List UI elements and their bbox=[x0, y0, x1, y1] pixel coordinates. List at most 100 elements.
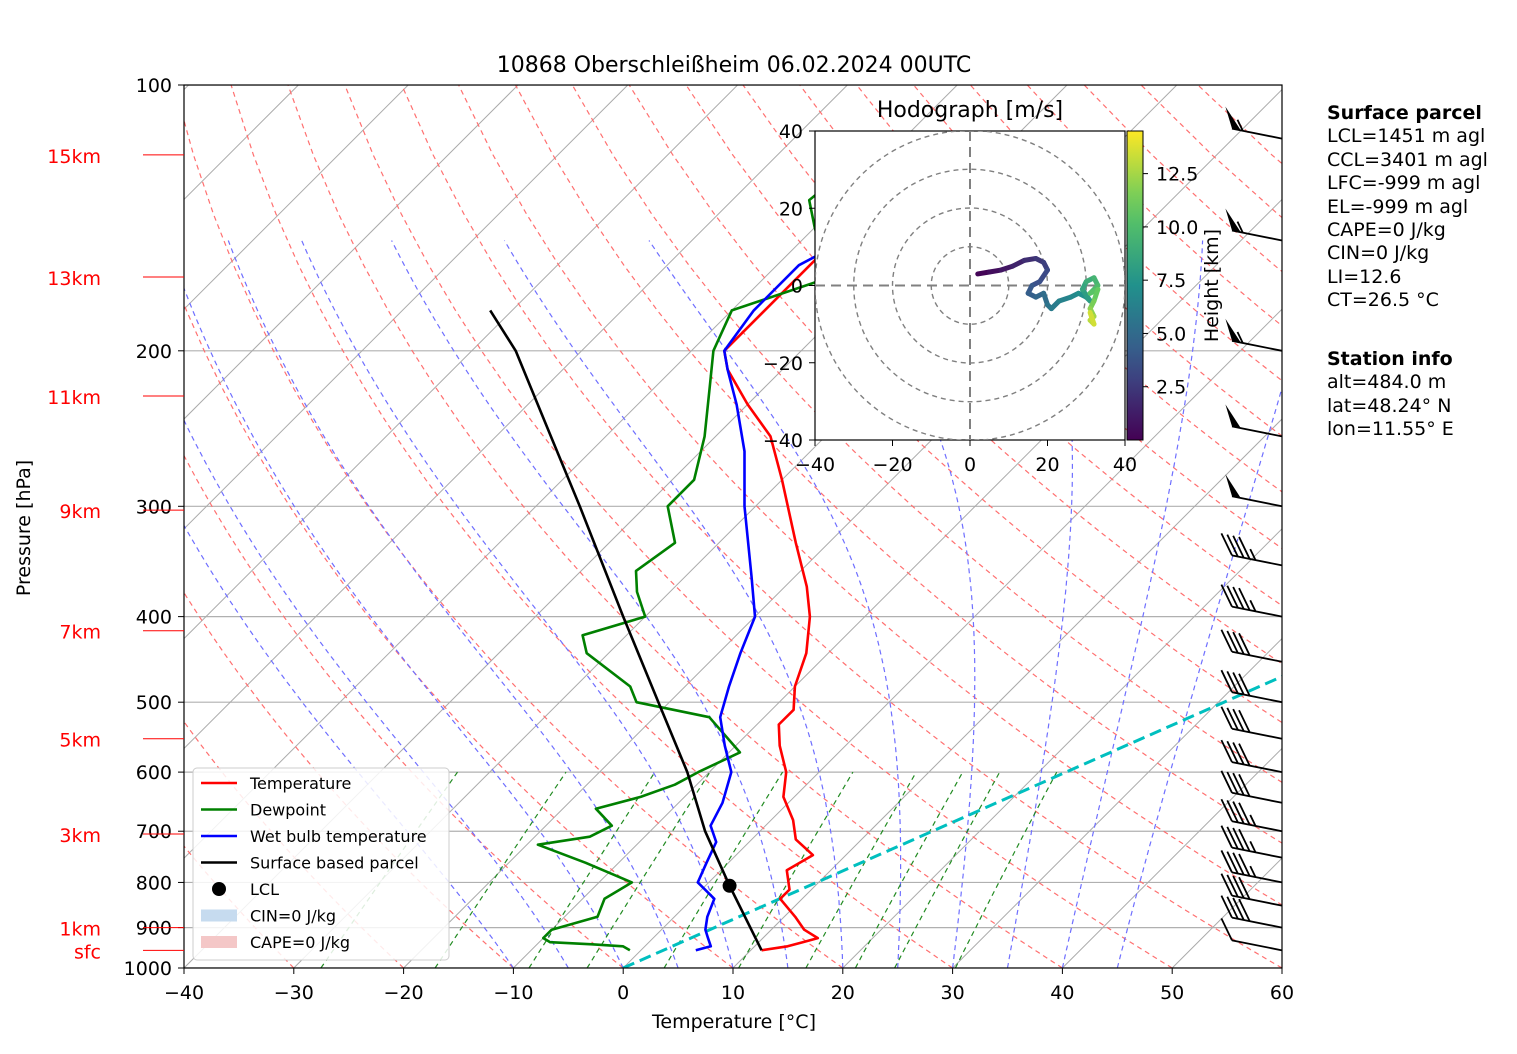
wind-barb-full bbox=[1238, 709, 1251, 733]
wind-barb-full bbox=[1238, 876, 1251, 900]
y-tick-label: 1000 bbox=[124, 958, 172, 980]
wind-barb-half bbox=[1249, 548, 1257, 561]
wind-barb-half bbox=[1236, 221, 1244, 234]
x-tick-label: 50 bbox=[1160, 982, 1184, 1004]
wind-barb-staff bbox=[1231, 727, 1283, 740]
station-lat: lat=48.24° N bbox=[1327, 394, 1452, 417]
wind-barb-half bbox=[1236, 331, 1244, 344]
hodo-y-tick-label: 0 bbox=[791, 276, 803, 298]
wind-barb-full bbox=[1232, 742, 1245, 765]
moist-adiabat-line bbox=[1006, 240, 1074, 968]
wind-barb-half bbox=[1236, 119, 1244, 132]
hodo-x-tick-label: 20 bbox=[1035, 454, 1059, 476]
height-label: 1km bbox=[59, 919, 101, 941]
legend-label: Temperature bbox=[249, 774, 351, 793]
wind-barb-staff bbox=[1231, 650, 1283, 663]
dry-adiabat-line bbox=[514, 85, 1282, 844]
wind-barb-staff bbox=[1231, 939, 1283, 952]
height-label: sfc bbox=[74, 941, 101, 963]
wind-barb-full bbox=[1220, 895, 1233, 918]
x-tick-label: 30 bbox=[941, 982, 965, 1004]
wind-barb bbox=[1220, 669, 1283, 704]
hodograph-plot: −40 −20 0 20 40 40 20 0 −20 −40 Hodograph [m/s] 2.5… bbox=[763, 98, 1223, 476]
colorbar-tick-label: 10.0 bbox=[1156, 217, 1198, 239]
wind-barb-staff bbox=[1231, 554, 1283, 567]
x-tick-label: 0 bbox=[617, 982, 629, 1004]
height-label: 9km bbox=[59, 501, 101, 523]
hodo-x-tick-label: −40 bbox=[795, 454, 835, 476]
surface-parcel-heading: Surface parcel bbox=[1327, 102, 1482, 124]
wind-barb-full bbox=[1220, 825, 1233, 849]
y-axis-label: Pressure [hPa] bbox=[13, 460, 35, 596]
wind-barb-full bbox=[1226, 800, 1239, 823]
mixing-ratio-line bbox=[528, 771, 656, 968]
wind-barb-full bbox=[1226, 826, 1239, 850]
y-tick-label: 400 bbox=[136, 607, 172, 629]
moist-adiabat-line bbox=[832, 240, 976, 968]
y-tick-label: 600 bbox=[136, 762, 172, 784]
wind-barb-full bbox=[1226, 670, 1239, 694]
wind-barb bbox=[1220, 825, 1283, 859]
wind-barb-full bbox=[1220, 533, 1233, 556]
series-surface-based-parcel bbox=[489, 309, 763, 951]
wind-barb-staff bbox=[1231, 761, 1283, 773]
wind-barb-full bbox=[1238, 853, 1251, 877]
wind-barb-staff bbox=[1231, 791, 1283, 804]
wind-barb-half bbox=[1249, 865, 1257, 878]
wind-barb-full bbox=[1220, 706, 1233, 730]
mixing-ratio-line bbox=[954, 771, 1058, 968]
moist-adiabat-line bbox=[648, 240, 902, 968]
wind-barb-full bbox=[1232, 897, 1245, 921]
wind-barb-full bbox=[1238, 632, 1251, 656]
wind-barb-full bbox=[1232, 535, 1245, 559]
dry-adiabat-line bbox=[344, 85, 1173, 968]
parcel-cape: CAPE=0 J/kg bbox=[1327, 219, 1446, 242]
ccl-line bbox=[622, 674, 1282, 968]
legend-label: CAPE=0 J/kg bbox=[250, 933, 350, 952]
wind-barb-full bbox=[1238, 536, 1251, 560]
wind-barb-full bbox=[1226, 851, 1239, 874]
wind-barb-full bbox=[1238, 673, 1251, 697]
isotherm-line bbox=[842, 528, 1282, 968]
wind-barb bbox=[1220, 739, 1283, 773]
isotherm-line bbox=[1062, 747, 1282, 968]
x-tick-label: 10 bbox=[721, 982, 745, 1004]
wind-barb bbox=[1225, 208, 1283, 242]
wind-barb-staff bbox=[1231, 846, 1283, 859]
x-axis-label: Temperature [°C] bbox=[651, 1011, 816, 1033]
wind-barb-full bbox=[1232, 772, 1245, 796]
dry-adiabat-line bbox=[184, 454, 624, 968]
hodo-x-tick-label: 40 bbox=[1113, 454, 1137, 476]
wind-barb-full bbox=[1238, 802, 1251, 826]
colorbar-label: Height [km] bbox=[1201, 229, 1223, 342]
height-label: 13km bbox=[47, 268, 101, 290]
moist-adiabat-line bbox=[391, 240, 789, 968]
wind-barb bbox=[1225, 474, 1283, 508]
parcel-ccl: CCL=3401 m agl bbox=[1327, 148, 1488, 171]
parcel-cin: CIN=0 J/kg bbox=[1327, 242, 1430, 265]
hodo-x-tick-label: 0 bbox=[964, 454, 976, 476]
wind-barb-staff bbox=[1231, 871, 1283, 884]
y-tick-label: 500 bbox=[136, 692, 172, 714]
wind-barb-full bbox=[1232, 801, 1245, 824]
moist-adiabat-line bbox=[1061, 240, 1204, 968]
colorbar-tick-label: 12.5 bbox=[1156, 164, 1198, 186]
y-tick-label: 800 bbox=[136, 872, 172, 894]
legend-label: Dewpoint bbox=[250, 801, 326, 820]
legend-swatch bbox=[201, 909, 237, 922]
wind-barb-full bbox=[1226, 771, 1239, 795]
wind-barb-full bbox=[1238, 773, 1251, 797]
isotherm-line bbox=[184, 85, 738, 640]
wind-barb-full bbox=[1226, 585, 1239, 609]
legend-swatch bbox=[212, 882, 226, 896]
isotherm-line bbox=[184, 85, 848, 750]
legend-label: Surface based parcel bbox=[250, 854, 419, 873]
mixing-ratio-line bbox=[586, 771, 711, 968]
x-tick-label: −30 bbox=[274, 982, 314, 1004]
colorbar-tick-label: 5.0 bbox=[1156, 323, 1186, 345]
moist-adiabat-line bbox=[184, 418, 569, 968]
hodo-x-tick-label: −20 bbox=[872, 454, 912, 476]
mixing-ratio-line bbox=[434, 771, 567, 968]
isotherm-line bbox=[732, 418, 1282, 968]
